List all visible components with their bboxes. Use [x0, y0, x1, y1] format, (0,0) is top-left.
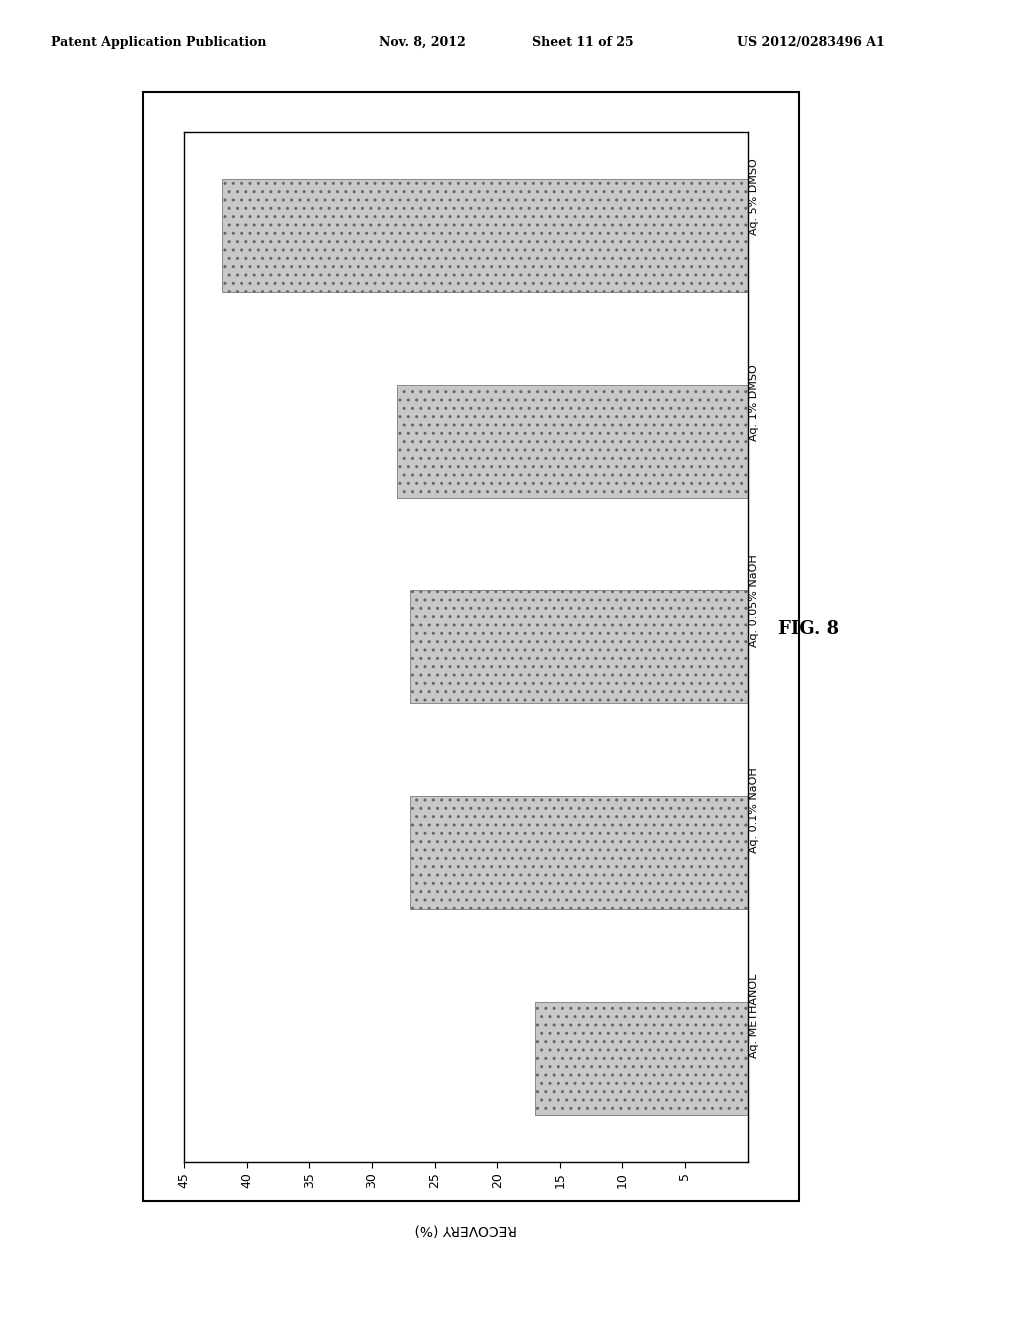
Bar	[222, 178, 748, 292]
Text: Nov. 8, 2012: Nov. 8, 2012	[379, 36, 466, 49]
Text: FIG. 8: FIG. 8	[778, 619, 840, 638]
Bar	[397, 384, 748, 498]
Bar	[410, 590, 748, 704]
Bar	[535, 1002, 748, 1115]
Text: Patent Application Publication: Patent Application Publication	[51, 36, 266, 49]
Bar	[410, 796, 748, 909]
Text: Sheet 11 of 25: Sheet 11 of 25	[532, 36, 634, 49]
Text: US 2012/0283496 A1: US 2012/0283496 A1	[737, 36, 885, 49]
X-axis label: RECOVERY (%): RECOVERY (%)	[415, 1222, 517, 1237]
